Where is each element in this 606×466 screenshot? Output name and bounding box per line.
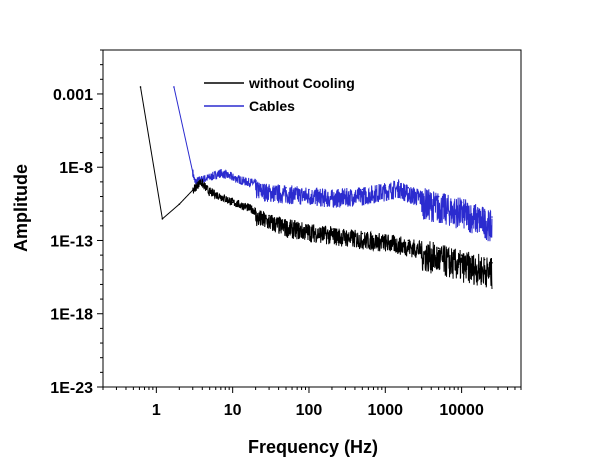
y-axis: 1E-23 1E-18 1E-13 1E-8 0.001 bbox=[50, 49, 103, 397]
x-axis-title: Frequency (Hz) bbox=[248, 437, 378, 457]
data-point bbox=[194, 181, 196, 183]
series-line-1 bbox=[173, 86, 493, 242]
x-axis: 1 10 100 1000 10000 bbox=[102, 387, 522, 419]
y-tick-label: 0.001 bbox=[53, 87, 93, 104]
data-point bbox=[460, 201, 463, 204]
data-point bbox=[199, 181, 202, 183]
data-point bbox=[384, 235, 387, 237]
data-point bbox=[245, 205, 247, 208]
data-point bbox=[285, 220, 287, 223]
data-point bbox=[231, 201, 234, 204]
legend-label: Cables bbox=[249, 98, 295, 114]
y-tick-label: 1E-23 bbox=[50, 380, 93, 397]
x-tick-label: 1 bbox=[152, 402, 161, 419]
data-point bbox=[437, 195, 440, 198]
series-line-0 bbox=[140, 86, 493, 289]
legend: without Cooling Cables bbox=[204, 75, 355, 114]
legend-label: without Cooling bbox=[248, 75, 355, 91]
data-point bbox=[268, 185, 270, 188]
data-point bbox=[173, 86, 175, 88]
plot-frame bbox=[102, 49, 522, 388]
data-point bbox=[220, 195, 222, 198]
x-tick-label: 1000 bbox=[367, 402, 403, 419]
data-point bbox=[254, 210, 257, 212]
data-point bbox=[397, 181, 400, 183]
data-point bbox=[491, 216, 493, 218]
data-point bbox=[254, 182, 257, 185]
x-tick-label: 10000 bbox=[439, 402, 484, 419]
data-point bbox=[437, 247, 440, 249]
series-1 bbox=[173, 86, 493, 242]
data-point bbox=[285, 186, 287, 189]
data-point bbox=[361, 188, 364, 191]
data-point bbox=[460, 254, 463, 256]
data-point bbox=[331, 191, 333, 193]
plot-area bbox=[139, 86, 493, 289]
y-tick-label: 1E-13 bbox=[50, 233, 93, 250]
y-tick-label: 1E-18 bbox=[50, 307, 93, 324]
data-point bbox=[483, 210, 486, 212]
data-point bbox=[407, 186, 410, 189]
data-point bbox=[231, 176, 234, 179]
data-point bbox=[268, 214, 270, 217]
data-point bbox=[208, 191, 211, 193]
data-point bbox=[308, 188, 310, 191]
data-point bbox=[245, 181, 247, 183]
data-point bbox=[491, 261, 493, 264]
data-point bbox=[331, 228, 333, 230]
data-point bbox=[139, 86, 142, 88]
data-point bbox=[208, 176, 211, 179]
series-0 bbox=[139, 86, 493, 289]
data-point bbox=[483, 258, 486, 261]
x-tick-label: 100 bbox=[296, 402, 323, 419]
data-point bbox=[178, 203, 181, 205]
y-axis-title: Amplitude bbox=[11, 164, 31, 252]
data-point bbox=[161, 218, 164, 220]
y-tick-label: 1E-8 bbox=[59, 160, 93, 177]
data-point bbox=[220, 172, 222, 174]
data-point bbox=[361, 232, 364, 235]
data-point bbox=[308, 225, 310, 227]
data-point bbox=[407, 239, 410, 242]
x-tick-label: 10 bbox=[224, 402, 242, 419]
data-point bbox=[384, 184, 387, 186]
